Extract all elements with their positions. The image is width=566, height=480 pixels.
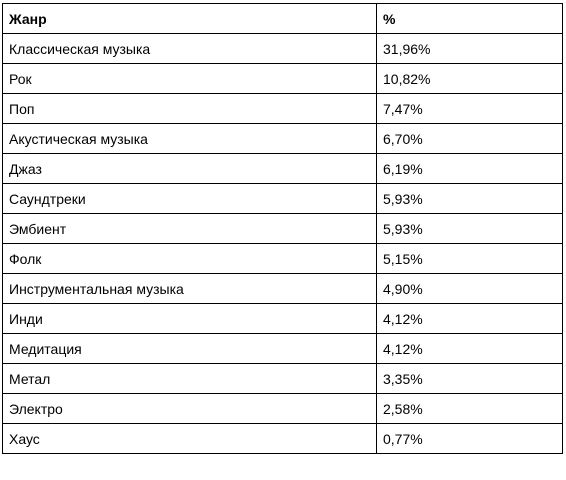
genre-cell: Эмбиент <box>2 213 377 244</box>
percent-cell: 7,47% <box>376 93 563 124</box>
percent-column-header: % <box>376 3 563 34</box>
percent-cell: 6,19% <box>376 153 563 184</box>
percent-cell: 3,35% <box>376 363 563 394</box>
percent-cell: 31,96% <box>376 33 563 64</box>
genre-cell: Поп <box>2 93 377 124</box>
genre-cell: Классическая музыка <box>2 33 377 64</box>
genre-cell: Медитация <box>2 333 377 364</box>
percent-cell: 5,15% <box>376 243 563 274</box>
table-row: Поп 7,47% <box>2 93 563 124</box>
genre-column-header: Жанр <box>2 3 377 34</box>
genre-percentage-table: Жанр % Классическая музыка 31,96% Рок 10… <box>2 3 563 454</box>
percent-cell: 0,77% <box>376 423 563 454</box>
table-row: Эмбиент 5,93% <box>2 213 563 244</box>
table-row: Фолк 5,15% <box>2 243 563 274</box>
table-row: Электро 2,58% <box>2 393 563 424</box>
table-row: Инструментальная музыка 4,90% <box>2 273 563 304</box>
genre-cell: Метал <box>2 363 377 394</box>
percent-cell: 2,58% <box>376 393 563 424</box>
genre-cell: Джаз <box>2 153 377 184</box>
percent-cell: 5,93% <box>376 213 563 244</box>
percent-cell: 10,82% <box>376 63 563 94</box>
table-row: Джаз 6,19% <box>2 153 563 184</box>
percent-cell: 4,12% <box>376 303 563 334</box>
percent-cell: 4,12% <box>376 333 563 364</box>
genre-cell: Инди <box>2 303 377 334</box>
table-row: Инди 4,12% <box>2 303 563 334</box>
genre-cell: Инструментальная музыка <box>2 273 377 304</box>
percent-cell: 6,70% <box>376 123 563 154</box>
table-row: Хаус 0,77% <box>2 423 563 454</box>
table-row: Метал 3,35% <box>2 363 563 394</box>
genre-cell: Электро <box>2 393 377 424</box>
percent-cell: 4,90% <box>376 273 563 304</box>
genre-cell: Саундтреки <box>2 183 377 214</box>
genre-cell: Рок <box>2 63 377 94</box>
table-row: Медитация 4,12% <box>2 333 563 364</box>
table-row: Саундтреки 5,93% <box>2 183 563 214</box>
genre-cell: Хаус <box>2 423 377 454</box>
genre-cell: Акустическая музыка <box>2 123 377 154</box>
table-body: Классическая музыка 31,96% Рок 10,82% По… <box>2 33 563 454</box>
table-row: Классическая музыка 31,96% <box>2 33 563 64</box>
table-row: Акустическая музыка 6,70% <box>2 123 563 154</box>
table-header-row: Жанр % <box>2 3 563 34</box>
percent-cell: 5,93% <box>376 183 563 214</box>
table-row: Рок 10,82% <box>2 63 563 94</box>
genre-cell: Фолк <box>2 243 377 274</box>
